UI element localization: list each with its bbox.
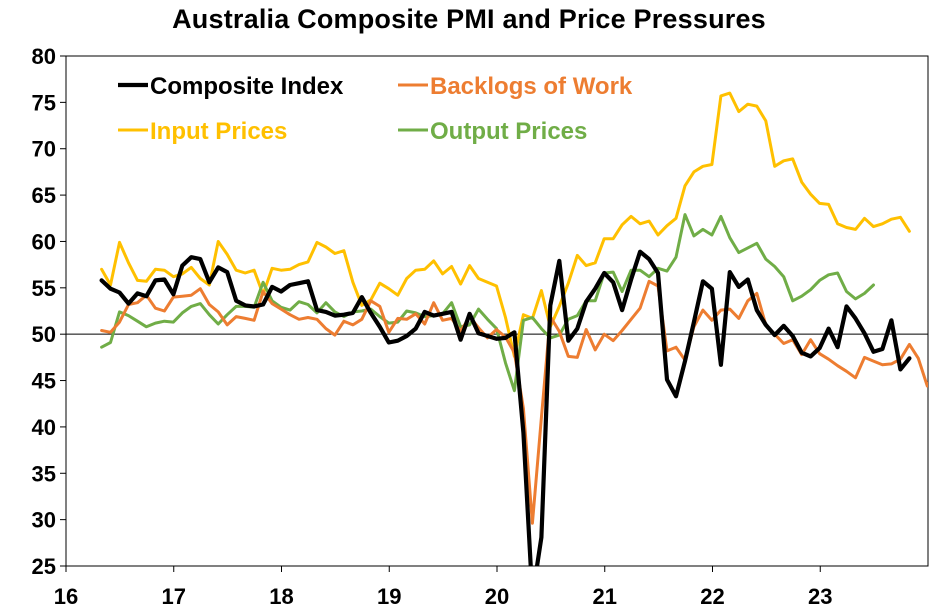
series-layer <box>99 91 928 566</box>
x-tick-label: 23 <box>808 584 832 609</box>
x-tick-label: 17 <box>162 584 186 609</box>
x-tick-label: 20 <box>485 584 509 609</box>
y-tick-label: 70 <box>32 137 56 162</box>
series-line-composite-index <box>99 249 912 566</box>
series-line-output-prices <box>100 213 875 393</box>
y-tick-label: 65 <box>32 183 56 208</box>
y-tick-label: 40 <box>32 415 56 440</box>
axes-layer: 25 30 35 40 45 50 55 60 65 70 75 80 16 17 18 19 20 21 22 23 <box>32 44 929 609</box>
y-tick-label: 75 <box>32 90 56 115</box>
legend-label-input-prices: Input Prices <box>150 118 287 145</box>
x-tick-label: 16 <box>54 584 78 609</box>
legend-label-composite-index: Composite Index <box>150 73 344 100</box>
y-tick-label: 30 <box>32 508 56 533</box>
y-tick-label: 50 <box>32 322 56 347</box>
series-line-input-prices <box>100 91 911 358</box>
legend-label-output-prices: Output Prices <box>430 118 587 145</box>
y-tick-label: 35 <box>32 461 56 486</box>
y-tick-label: 55 <box>32 276 56 301</box>
y-tick-label: 45 <box>32 369 56 394</box>
x-tick-label: 18 <box>269 584 293 609</box>
chart-title: Australia Composite PMI and Price Pressu… <box>172 4 766 34</box>
x-tick-label: 21 <box>593 584 617 609</box>
y-tick-label: 60 <box>32 229 56 254</box>
x-tick-label: 22 <box>700 584 724 609</box>
legend: Composite Index Backlogs of Work Input Pri… <box>118 73 633 145</box>
legend-label-backlogs-of-work: Backlogs of Work <box>430 73 633 100</box>
y-tick-label: 80 <box>32 44 56 69</box>
y-tick-label: 25 <box>32 554 56 579</box>
x-tick-label: 19 <box>377 584 401 609</box>
